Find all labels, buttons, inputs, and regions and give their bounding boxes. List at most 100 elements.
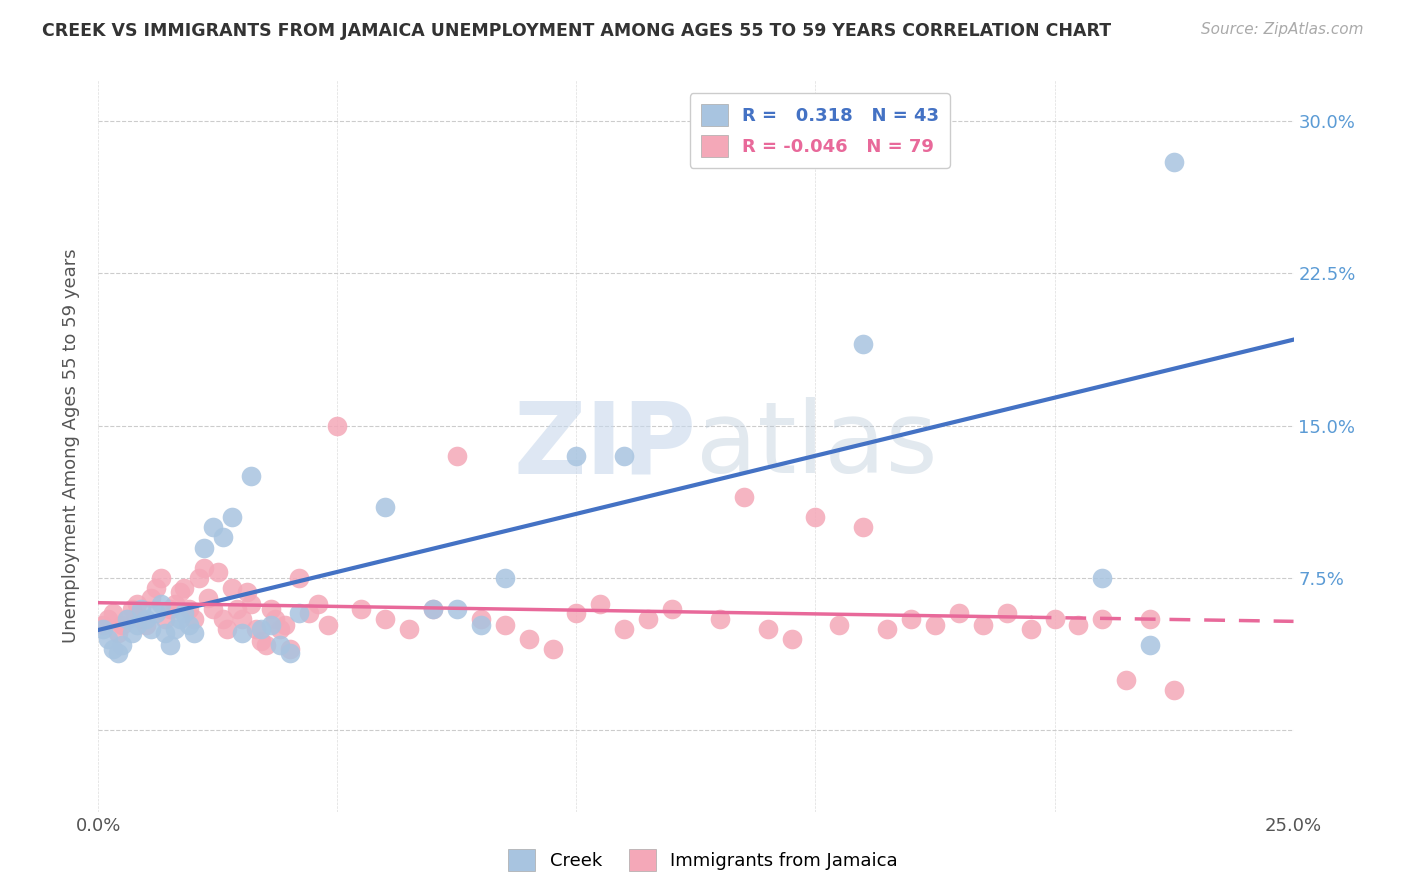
Point bbox=[900, 612, 922, 626]
Point bbox=[207, 565, 229, 579]
Point bbox=[107, 626, 129, 640]
Point bbox=[1139, 638, 1161, 652]
Point bbox=[240, 469, 263, 483]
Point bbox=[173, 606, 195, 620]
Point bbox=[131, 601, 153, 615]
Point bbox=[231, 612, 253, 626]
Point bbox=[125, 598, 148, 612]
Text: CREEK VS IMMIGRANTS FROM JAMAICA UNEMPLOYMENT AMONG AGES 55 TO 59 YEARS CORRELAT: CREEK VS IMMIGRANTS FROM JAMAICA UNEMPLO… bbox=[42, 22, 1111, 40]
Point bbox=[111, 617, 134, 632]
Point bbox=[101, 642, 124, 657]
Point bbox=[211, 530, 233, 544]
Point bbox=[924, 617, 946, 632]
Point bbox=[709, 612, 731, 626]
Point bbox=[193, 561, 215, 575]
Text: atlas: atlas bbox=[696, 398, 938, 494]
Point bbox=[245, 622, 267, 636]
Point bbox=[221, 581, 243, 595]
Point bbox=[494, 617, 516, 632]
Point bbox=[183, 626, 205, 640]
Point bbox=[259, 617, 281, 632]
Point bbox=[288, 606, 311, 620]
Point bbox=[173, 581, 195, 595]
Point bbox=[97, 612, 120, 626]
Point bbox=[197, 591, 219, 606]
Point bbox=[115, 612, 138, 626]
Point bbox=[159, 638, 181, 652]
Y-axis label: Unemployment Among Ages 55 to 59 years: Unemployment Among Ages 55 to 59 years bbox=[62, 249, 80, 643]
Point bbox=[145, 606, 167, 620]
Point bbox=[155, 612, 177, 626]
Point bbox=[494, 571, 516, 585]
Point bbox=[115, 612, 138, 626]
Point bbox=[202, 520, 225, 534]
Point bbox=[446, 601, 468, 615]
Point bbox=[163, 622, 186, 636]
Point bbox=[135, 612, 157, 626]
Point bbox=[1115, 673, 1137, 687]
Point bbox=[221, 510, 243, 524]
Point bbox=[1163, 682, 1185, 697]
Point bbox=[613, 449, 636, 463]
Point bbox=[733, 490, 755, 504]
Point bbox=[274, 617, 297, 632]
Point bbox=[97, 632, 120, 646]
Legend: Creek, Immigrants from Jamaica: Creek, Immigrants from Jamaica bbox=[501, 842, 905, 879]
Point bbox=[254, 638, 277, 652]
Point bbox=[278, 642, 301, 657]
Point bbox=[217, 622, 239, 636]
Point bbox=[235, 585, 257, 599]
Point bbox=[121, 626, 143, 640]
Point bbox=[316, 617, 339, 632]
Point bbox=[948, 606, 970, 620]
Point bbox=[1091, 612, 1114, 626]
Point bbox=[211, 612, 233, 626]
Point bbox=[278, 646, 301, 660]
Point bbox=[179, 617, 201, 632]
Point bbox=[326, 418, 349, 433]
Point bbox=[804, 510, 827, 524]
Point bbox=[91, 617, 114, 632]
Point bbox=[446, 449, 468, 463]
Point bbox=[307, 598, 329, 612]
Point bbox=[193, 541, 215, 555]
Point bbox=[169, 612, 191, 626]
Point bbox=[125, 617, 148, 632]
Point bbox=[169, 585, 191, 599]
Point bbox=[661, 601, 683, 615]
Point bbox=[876, 622, 898, 636]
Point bbox=[422, 601, 444, 615]
Point bbox=[972, 617, 994, 632]
Point bbox=[145, 581, 167, 595]
Legend: R =   0.318   N = 43, R = -0.046   N = 79: R = 0.318 N = 43, R = -0.046 N = 79 bbox=[690, 93, 950, 168]
Point bbox=[1091, 571, 1114, 585]
Point bbox=[269, 622, 291, 636]
Point bbox=[101, 606, 124, 620]
Point bbox=[470, 617, 492, 632]
Point bbox=[298, 606, 321, 620]
Point bbox=[1139, 612, 1161, 626]
Point bbox=[1067, 617, 1090, 632]
Point bbox=[780, 632, 803, 646]
Point bbox=[250, 634, 273, 648]
Point bbox=[350, 601, 373, 615]
Point bbox=[183, 612, 205, 626]
Text: Source: ZipAtlas.com: Source: ZipAtlas.com bbox=[1201, 22, 1364, 37]
Point bbox=[139, 622, 162, 636]
Point bbox=[541, 642, 564, 657]
Point bbox=[159, 601, 181, 615]
Point bbox=[163, 598, 186, 612]
Point bbox=[709, 124, 731, 138]
Point bbox=[637, 612, 659, 626]
Point bbox=[589, 598, 612, 612]
Point bbox=[91, 622, 114, 636]
Point bbox=[240, 598, 263, 612]
Point bbox=[852, 337, 875, 351]
Point bbox=[288, 571, 311, 585]
Point bbox=[613, 622, 636, 636]
Point bbox=[756, 622, 779, 636]
Text: ZIP: ZIP bbox=[513, 398, 696, 494]
Point bbox=[155, 626, 177, 640]
Point bbox=[139, 591, 162, 606]
Point bbox=[565, 606, 588, 620]
